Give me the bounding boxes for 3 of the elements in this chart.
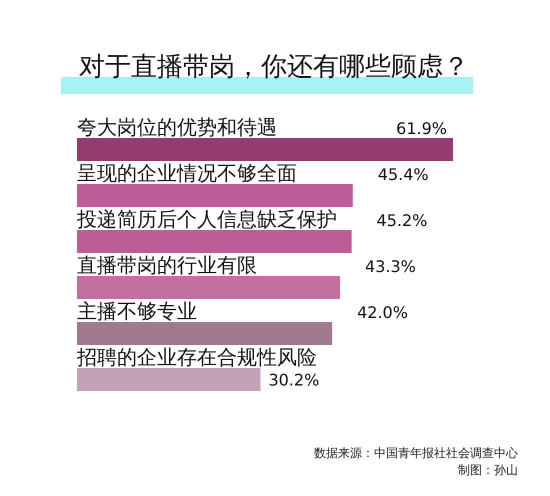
title: 对于直播带岗，你还有哪些顾虑？: [79, 52, 469, 82]
annotation: 制图：孙山: [458, 463, 518, 477]
annotation: 数据来源：中国青年报社社会调查中心: [314, 446, 518, 460]
